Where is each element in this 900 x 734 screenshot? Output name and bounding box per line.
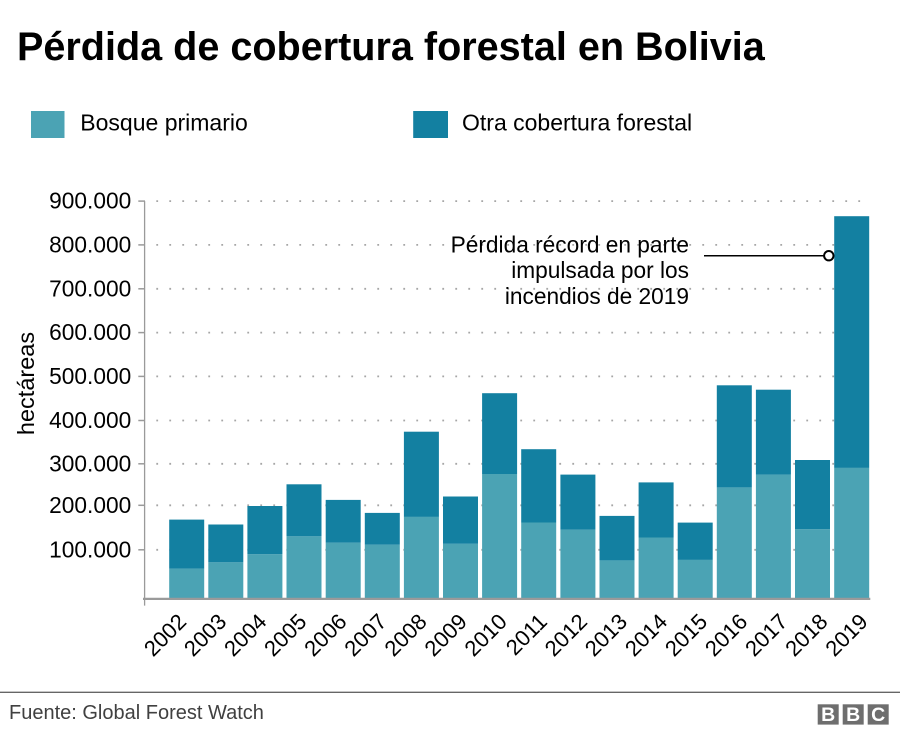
svg-text:incendios de 2019: incendios de 2019 <box>505 283 689 309</box>
svg-text:300.000: 300.000 <box>49 450 131 476</box>
svg-text:B: B <box>821 704 835 726</box>
svg-text:Pérdida de cobertura forestal: Pérdida de cobertura forestal en Bolivia <box>17 25 766 69</box>
svg-text:B: B <box>846 704 860 726</box>
svg-text:Bosque primario: Bosque primario <box>80 110 247 136</box>
svg-text:hectáreas: hectáreas <box>13 332 39 435</box>
svg-text:600.000: 600.000 <box>49 319 131 345</box>
svg-text:Otra cobertura forestal: Otra cobertura forestal <box>462 110 692 136</box>
svg-text:800.000: 800.000 <box>49 232 131 258</box>
svg-text:200.000: 200.000 <box>49 492 131 518</box>
svg-text:700.000: 700.000 <box>49 275 131 301</box>
svg-text:C: C <box>871 704 885 726</box>
svg-text:500.000: 500.000 <box>49 363 131 389</box>
svg-text:Pérdida récord en parte: Pérdida récord en parte <box>451 232 689 258</box>
svg-text:900.000: 900.000 <box>49 188 131 214</box>
svg-text:impulsada por los: impulsada por los <box>511 257 689 283</box>
svg-text:100.000: 100.000 <box>49 536 131 562</box>
svg-text:Fuente: Global Forest Watch: Fuente: Global Forest Watch <box>9 702 264 724</box>
svg-text:400.000: 400.000 <box>49 407 131 433</box>
